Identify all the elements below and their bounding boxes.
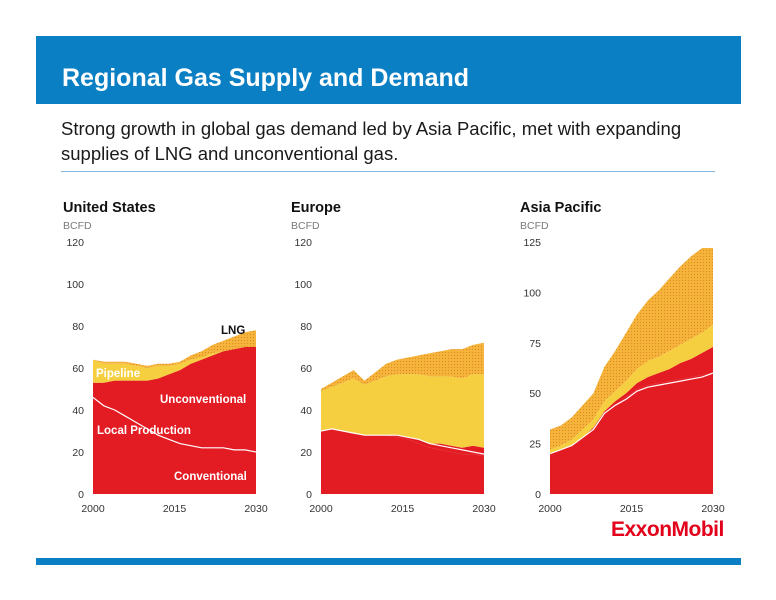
x-tick-label: 2015 xyxy=(620,503,644,515)
divider xyxy=(61,171,715,172)
title-banner: Regional Gas Supply and Demand xyxy=(36,36,741,104)
exxonmobil-logo: ExxonMobil xyxy=(611,518,724,541)
x-tick-label: 2000 xyxy=(309,503,333,515)
local-production-line xyxy=(92,396,257,453)
area-unconventional xyxy=(93,347,256,452)
y-tick-label: 40 xyxy=(300,405,312,417)
y-axis-unit: BCFD xyxy=(291,220,320,232)
y-axis-unit: BCFD xyxy=(63,220,92,232)
y-tick-label: 100 xyxy=(523,287,541,299)
x-tick-label: 2000 xyxy=(538,503,562,515)
y-axis-unit: BCFD xyxy=(520,220,549,232)
page-title: Regional Gas Supply and Demand xyxy=(62,64,470,92)
area-pipeline xyxy=(321,374,484,448)
chart-asia-pacific: Asia Pacific BCFD 0 25 50 75 100 125 2000 2015 203… xyxy=(520,200,725,515)
area-pipeline xyxy=(93,347,256,383)
local-production-line xyxy=(549,372,714,455)
y-tick-label: 20 xyxy=(300,447,312,459)
x-tick-label: 2030 xyxy=(244,503,268,515)
x-tick-label: 2030 xyxy=(472,503,496,515)
area-conventional xyxy=(321,428,484,494)
chart-title: Europe xyxy=(291,200,341,216)
chart-title: Asia Pacific xyxy=(520,200,601,216)
x-tick-label: 2030 xyxy=(701,503,725,515)
area-unconventional xyxy=(550,346,713,454)
y-tick-label: 40 xyxy=(72,405,84,417)
y-tick-label: 25 xyxy=(529,439,541,451)
page-subtitle: Strong growth in global gas demand led b… xyxy=(61,118,682,164)
y-tick-label: 60 xyxy=(72,363,84,375)
area-conventional xyxy=(550,373,713,494)
y-tick-label: 120 xyxy=(66,237,84,249)
annotation-conventional: Conventional xyxy=(174,471,247,483)
y-tick-label: 75 xyxy=(529,338,541,350)
y-tick-label: 20 xyxy=(72,447,84,459)
area-pipeline xyxy=(550,324,713,454)
annotation-unconventional: Unconventional xyxy=(160,394,246,406)
y-tick-label: 0 xyxy=(78,489,84,501)
y-tick-label: 0 xyxy=(306,489,312,501)
x-tick-label: 2000 xyxy=(81,503,105,515)
annotation-local-production: Local Production xyxy=(97,425,191,437)
chart-europe: Europe BCFD 0 20 40 60 80 100 120 2000 2015 2030 xyxy=(291,200,496,515)
y-tick-label: 120 xyxy=(294,237,312,249)
area-unconventional xyxy=(321,428,484,457)
chart-title: United States xyxy=(63,200,156,216)
local-production-line xyxy=(320,428,485,455)
y-tick-label: 60 xyxy=(300,363,312,375)
annotation-lng: LNG xyxy=(221,325,245,337)
y-tick-label: 100 xyxy=(294,279,312,291)
y-tick-label: 125 xyxy=(523,237,541,249)
x-tick-label: 2015 xyxy=(391,503,415,515)
y-tick-label: 50 xyxy=(529,388,541,400)
area-lng xyxy=(93,330,256,368)
y-tick-label: 80 xyxy=(72,321,84,333)
bottom-bar xyxy=(36,558,741,565)
y-tick-label: 100 xyxy=(66,279,84,291)
annotation-pipeline: Pipeline xyxy=(96,368,140,380)
area-lng xyxy=(321,342,484,392)
y-tick-label: 0 xyxy=(535,489,541,501)
chart-united-states: United States BCFD 0 20 40 60 80 100 120 2000 2015… xyxy=(63,200,268,515)
x-tick-label: 2015 xyxy=(163,503,187,515)
y-tick-label: 80 xyxy=(300,321,312,333)
area-lng xyxy=(550,248,713,450)
